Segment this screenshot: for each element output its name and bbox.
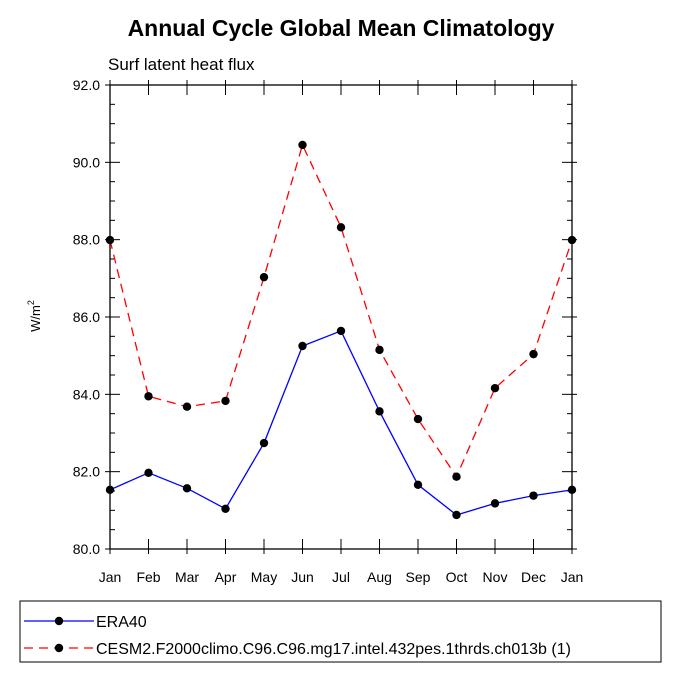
series-1-point bbox=[182, 402, 192, 411]
series-0-point bbox=[490, 499, 500, 508]
x-tick-label: Aug bbox=[367, 569, 392, 585]
series-line-0 bbox=[109, 330, 573, 516]
legend: ERA40 CESM2.F2000climo.C96.C96.mg17.intel… bbox=[19, 600, 662, 663]
plot-frame bbox=[109, 84, 573, 550]
series-1-point bbox=[221, 396, 230, 406]
x-tick-label: Mar bbox=[175, 569, 199, 585]
series-1-point bbox=[567, 235, 577, 245]
chart-subtitle: Surf latent heat flux bbox=[108, 55, 255, 74]
y-tick-label: 86.0 bbox=[73, 309, 100, 325]
y-axis-label: W/m2 bbox=[26, 300, 43, 332]
series-1-point bbox=[375, 345, 384, 355]
y-tick-label: 84.0 bbox=[73, 386, 100, 402]
series-0-point bbox=[105, 485, 115, 495]
series-1-point bbox=[144, 392, 153, 401]
series-0-point bbox=[144, 468, 153, 478]
plot-area: 80.0 82.0 84.0 86.0 88.0 90.0 92.0 Jan Feb Mar Apr… bbox=[73, 77, 584, 585]
y-axis-label-superscript: 2 bbox=[26, 300, 36, 305]
x-tick-label: Jul bbox=[332, 569, 350, 585]
series-1-point bbox=[298, 140, 307, 150]
series-line-1 bbox=[109, 143, 573, 479]
legend-box bbox=[19, 600, 662, 663]
series-0-point bbox=[413, 480, 423, 490]
y-tick-label: 92.0 bbox=[73, 77, 100, 93]
svg-text:W/m2: W/m2 bbox=[26, 300, 43, 332]
y-axis-label-text: W/m bbox=[28, 305, 43, 332]
x-tick-label: Oct bbox=[446, 569, 468, 585]
series-0-point bbox=[298, 341, 307, 351]
x-tick-label: Jan bbox=[99, 569, 122, 585]
x-tick-label: Apr bbox=[215, 569, 237, 585]
chart-title: Annual Cycle Global Mean Climatology bbox=[128, 15, 555, 41]
series-0-point bbox=[529, 491, 538, 500]
x-tick-label: Jun bbox=[291, 569, 314, 585]
y-tick-label: 82.0 bbox=[73, 464, 100, 480]
series-0-point bbox=[182, 484, 192, 493]
series-0-point bbox=[452, 510, 461, 520]
legend-marker-1 bbox=[54, 643, 64, 653]
series-1-point bbox=[452, 472, 461, 481]
series-0-point bbox=[259, 438, 269, 448]
y-tick-label: 90.0 bbox=[73, 154, 100, 170]
series-0-point bbox=[567, 485, 577, 495]
x-tick-label: Feb bbox=[136, 569, 160, 585]
series-0-point bbox=[375, 407, 384, 416]
legend-marker-0 bbox=[54, 616, 64, 626]
series-1-point bbox=[336, 223, 346, 232]
legend-label-1: CESM2.F2000climo.C96.C96.mg17.intel.432p… bbox=[96, 641, 571, 658]
y-tick-label: 80.0 bbox=[73, 541, 100, 557]
x-tick-label: Sep bbox=[406, 569, 431, 585]
series-1-point bbox=[105, 235, 115, 245]
x-tick-label: Jan bbox=[561, 569, 584, 585]
x-tick-label: Dec bbox=[521, 569, 546, 585]
y-tick-label: 88.0 bbox=[73, 232, 100, 248]
x-tick-label: Nov bbox=[483, 569, 508, 585]
series-1-point bbox=[490, 383, 500, 393]
series-1-point bbox=[529, 349, 538, 359]
x-tick-label: May bbox=[251, 569, 277, 585]
series-1-point bbox=[259, 272, 269, 282]
series-0-point bbox=[336, 326, 346, 336]
series-0-point bbox=[221, 504, 230, 513]
legend-label-0: ERA40 bbox=[96, 614, 147, 631]
series-1-point bbox=[413, 414, 423, 424]
